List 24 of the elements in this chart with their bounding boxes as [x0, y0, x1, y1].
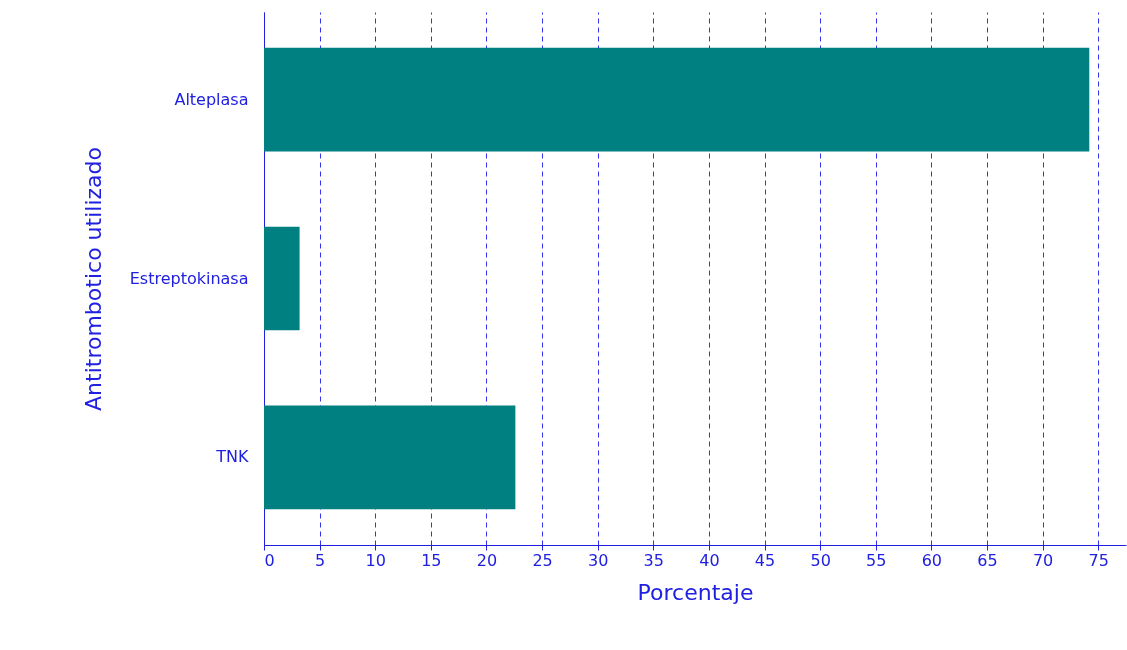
x-tick-label: 55	[866, 550, 887, 570]
x-tick-label: 65	[977, 550, 998, 570]
bar	[264, 47, 1090, 152]
x-tick-label: 40	[699, 550, 720, 570]
x-tick-label: 25	[532, 550, 553, 570]
y-tick-label: Alteplasa	[174, 89, 249, 109]
x-tick-label: 0	[264, 550, 275, 570]
x-tick-label: 70	[1032, 550, 1054, 570]
x-tick-label: 20	[476, 550, 498, 570]
x-tick-label: 10	[365, 550, 386, 570]
bar	[264, 226, 300, 331]
bar	[264, 405, 516, 510]
y-tick-label: TNK	[215, 447, 250, 467]
x-tick-label: 30	[588, 550, 609, 570]
x-tick-label: 15	[421, 550, 442, 570]
x-tick-label: 50	[810, 550, 831, 570]
x-axis-title: Porcentaje	[637, 579, 754, 605]
x-tick-label: 75	[1088, 550, 1109, 570]
y-axis-title: Antitrombotico utilizado	[80, 147, 106, 411]
x-tick-label: 5	[315, 550, 326, 570]
x-tick-label: 60	[921, 550, 943, 570]
y-tick-label: Estreptokinasa	[129, 268, 249, 288]
x-tick-label: 35	[643, 550, 664, 570]
x-tick-label: 45	[754, 550, 776, 570]
